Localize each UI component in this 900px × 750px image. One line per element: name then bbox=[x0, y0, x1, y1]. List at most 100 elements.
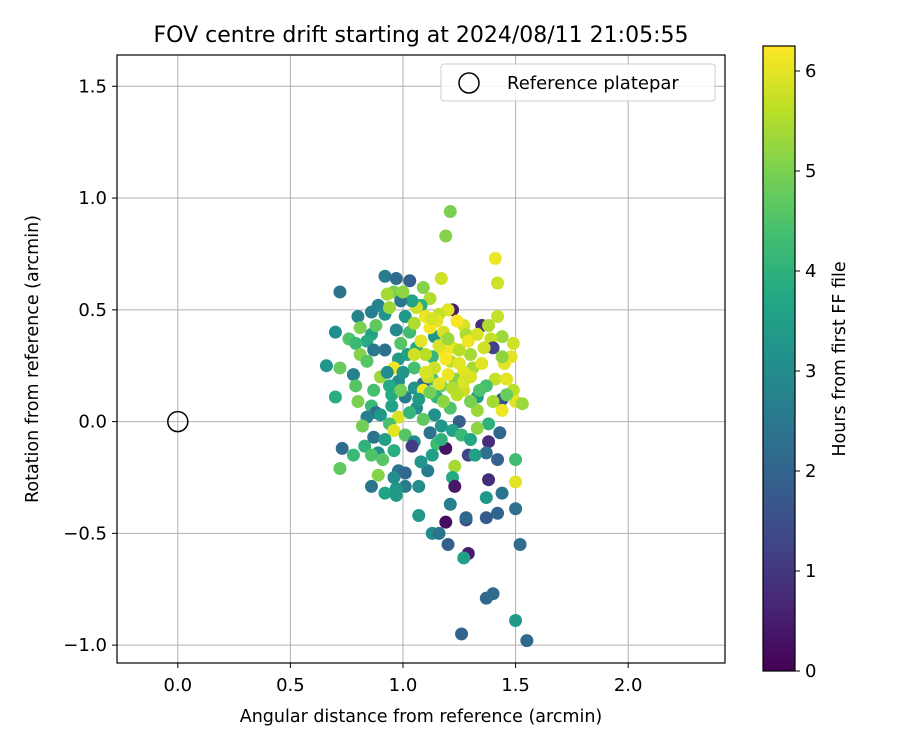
data-point bbox=[482, 473, 496, 487]
y-tick-label: −1.0 bbox=[63, 635, 107, 656]
data-point bbox=[491, 276, 505, 290]
data-point bbox=[464, 348, 478, 362]
x-tick-label: 1.5 bbox=[501, 675, 530, 696]
data-point bbox=[450, 388, 464, 402]
y-axis-label: Rotation from reference (arcmin) bbox=[23, 215, 43, 503]
data-point bbox=[491, 506, 505, 520]
data-point bbox=[405, 439, 419, 453]
data-point bbox=[506, 336, 520, 350]
data-point bbox=[414, 334, 428, 348]
data-point bbox=[500, 372, 514, 386]
axis-ticks: 0.0 0.5 1.0 1.5 2.0 −1.0 −0.5 0.0 0.5 1.0 1.5 bbox=[63, 76, 642, 696]
data-point bbox=[439, 229, 453, 243]
data-point bbox=[515, 397, 529, 411]
data-point bbox=[328, 390, 342, 404]
data-point bbox=[412, 392, 426, 406]
data-point bbox=[509, 453, 523, 467]
data-point bbox=[367, 343, 381, 357]
data-point bbox=[457, 551, 471, 565]
data-point bbox=[398, 466, 412, 480]
legend-reference-marker-icon bbox=[458, 72, 480, 94]
data-point bbox=[464, 432, 478, 446]
data-point bbox=[450, 314, 464, 328]
data-point bbox=[479, 491, 493, 505]
data-point bbox=[428, 408, 442, 422]
data-point bbox=[434, 272, 448, 286]
data-point bbox=[378, 432, 392, 446]
data-point bbox=[328, 325, 342, 339]
data-point bbox=[470, 327, 484, 341]
data-point bbox=[495, 350, 509, 364]
data-point bbox=[373, 408, 387, 422]
colorbar-ticks: 0 1 2 3 4 5 6 bbox=[795, 61, 816, 682]
data-point bbox=[500, 388, 514, 402]
data-point bbox=[385, 399, 399, 413]
data-point bbox=[452, 356, 466, 370]
data-point bbox=[396, 365, 410, 379]
data-point bbox=[358, 439, 372, 453]
data-point bbox=[333, 361, 347, 375]
data-point bbox=[434, 419, 448, 433]
colorbar-tick-label: 2 bbox=[805, 461, 816, 482]
data-point bbox=[423, 386, 437, 400]
x-tick-label: 2.0 bbox=[614, 675, 643, 696]
colorbar-tick-label: 3 bbox=[805, 361, 816, 382]
data-point bbox=[394, 336, 408, 350]
data-point bbox=[464, 394, 478, 408]
data-point bbox=[403, 274, 417, 288]
data-point bbox=[380, 365, 394, 379]
data-point bbox=[364, 448, 378, 462]
data-point bbox=[513, 538, 527, 552]
data-point bbox=[378, 486, 392, 500]
data-point bbox=[416, 412, 430, 426]
data-point bbox=[382, 301, 396, 315]
data-point bbox=[520, 634, 534, 648]
legend-entry-reference-platepar: Reference platepar bbox=[507, 73, 679, 94]
colorbar bbox=[762, 45, 796, 672]
data-point bbox=[482, 435, 496, 449]
data-point bbox=[477, 341, 491, 355]
data-point bbox=[369, 318, 383, 332]
colorbar-tick-label: 6 bbox=[805, 61, 816, 82]
data-point bbox=[486, 394, 500, 408]
data-point bbox=[491, 453, 505, 467]
colorbar-label: Hours from first FF file bbox=[830, 261, 850, 456]
data-point bbox=[461, 334, 475, 348]
data-point bbox=[387, 444, 401, 458]
data-point bbox=[441, 332, 455, 346]
data-point bbox=[405, 294, 419, 308]
data-point bbox=[346, 448, 360, 462]
data-points bbox=[319, 204, 534, 648]
data-point bbox=[448, 459, 462, 473]
data-point bbox=[441, 538, 455, 552]
data-point bbox=[351, 310, 365, 324]
data-point bbox=[488, 372, 502, 386]
data-point bbox=[414, 455, 428, 469]
data-point bbox=[482, 417, 496, 431]
data-point bbox=[333, 285, 347, 299]
data-point bbox=[437, 394, 451, 408]
data-point bbox=[432, 377, 446, 391]
colorbar-tick-label: 1 bbox=[805, 561, 816, 582]
data-point bbox=[475, 356, 489, 370]
data-point bbox=[448, 479, 462, 493]
data-point bbox=[346, 368, 360, 382]
plot-frame bbox=[116, 54, 726, 664]
data-point bbox=[353, 321, 367, 335]
data-point bbox=[432, 339, 446, 353]
data-point bbox=[493, 426, 507, 440]
data-point bbox=[509, 614, 523, 628]
data-point bbox=[425, 312, 439, 326]
data-point bbox=[482, 318, 496, 332]
data-point bbox=[441, 368, 455, 382]
data-point bbox=[439, 515, 453, 529]
data-point bbox=[391, 410, 405, 424]
chart-title: FOV centre drift starting at 2024/08/11 … bbox=[154, 23, 689, 48]
data-point bbox=[335, 441, 349, 455]
data-point bbox=[495, 486, 509, 500]
data-point bbox=[416, 280, 430, 294]
y-tick-label: 1.0 bbox=[78, 188, 107, 209]
data-point bbox=[403, 406, 417, 420]
data-point bbox=[407, 348, 421, 362]
